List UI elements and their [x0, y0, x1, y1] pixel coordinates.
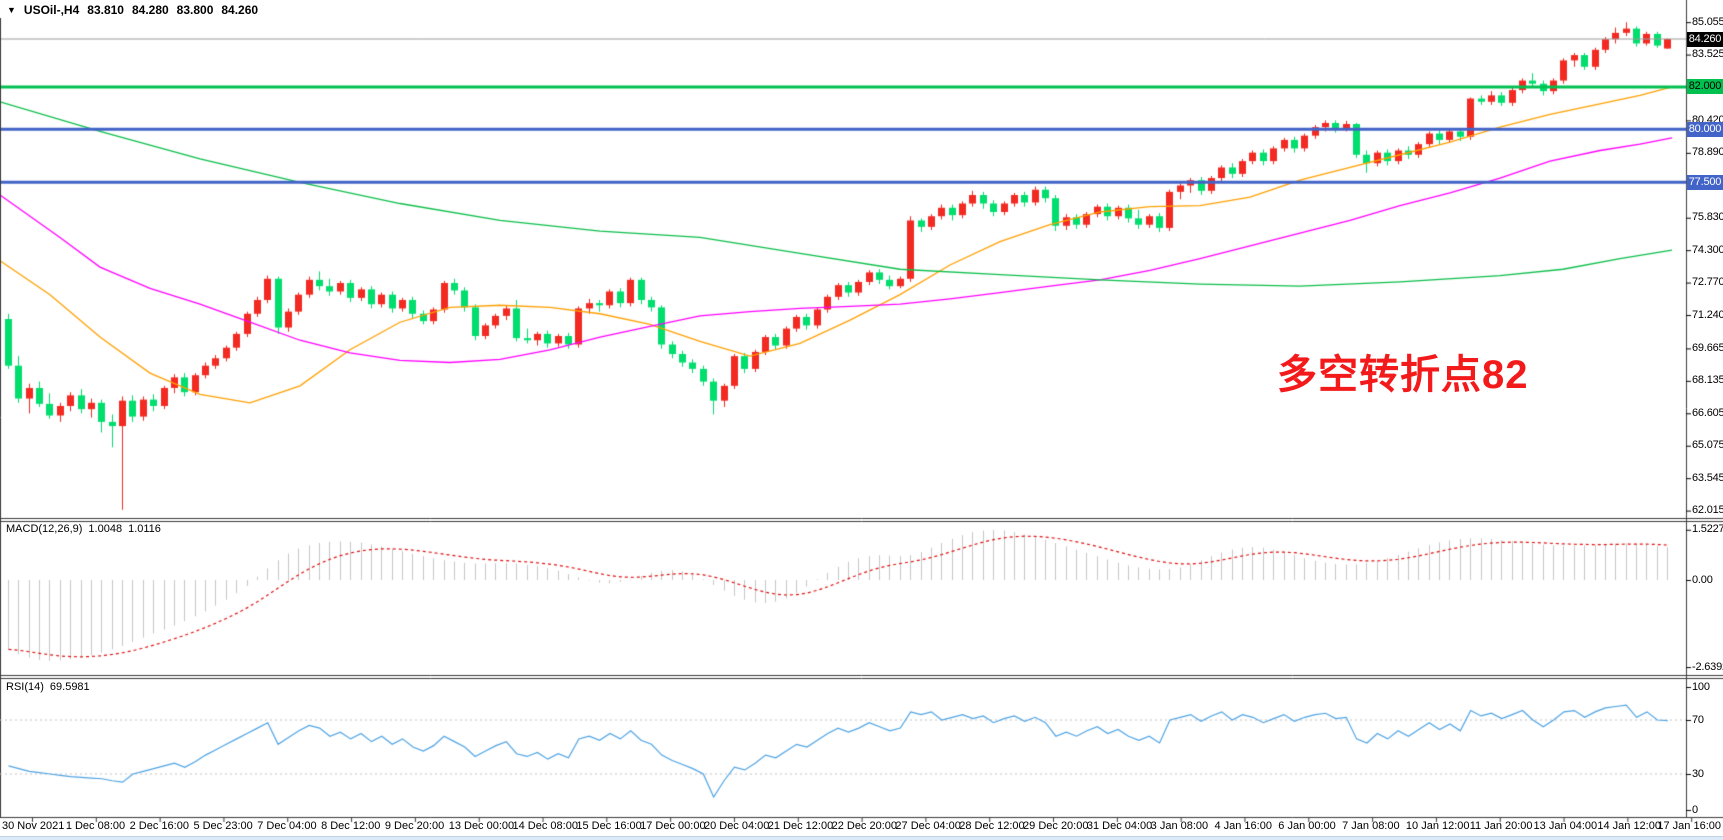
macd-axis-label: -2.6392 — [1692, 660, 1723, 673]
time-axis-label: 10 Jan 12:00 — [1405, 820, 1470, 832]
bull-bear-turning-point-annotation: 多空转折点82 — [1277, 353, 1529, 397]
price-axis-label-green: 82.000 — [1687, 79, 1723, 95]
price-axis-label: 72.770 — [1692, 276, 1723, 289]
time-axis-label: 27 Dec 04:00 — [895, 820, 961, 832]
window-bottom-strip — [0, 836, 1723, 840]
price-axis-label: 83.525 — [1692, 48, 1723, 61]
time-axis-label: 5 Dec 23:00 — [193, 820, 253, 832]
price-axis-label: 69.665 — [1692, 341, 1723, 354]
time-axis-label: 29 Dec 20:00 — [1023, 820, 1089, 832]
time-axis-label: 30 Nov 2021 — [2, 820, 65, 832]
time-axis-label: 11 Jan 20:00 — [1469, 820, 1533, 832]
time-axis-label: 7 Jan 08:00 — [1342, 820, 1400, 832]
price-axis-label: 75.830 — [1692, 211, 1723, 224]
symbol-dropdown-icon[interactable]: ▼ — [7, 5, 16, 15]
rsi-panel-label: RSI(14) 69.5981 — [6, 681, 90, 693]
time-axis-label: 14 Dec 08:00 — [512, 820, 578, 832]
rsi-value: 69.5981 — [49, 681, 90, 693]
price-axis-label: 74.300 — [1692, 243, 1723, 256]
price-axis-label: 62.015 — [1692, 504, 1723, 517]
time-axis-label: 14 Jan 12:00 — [1597, 820, 1661, 832]
time-axis-label: 20 Dec 04:00 — [703, 820, 770, 832]
price-axis-label: 78.890 — [1692, 146, 1723, 159]
macd-signal-value: 1.0116 — [128, 523, 161, 535]
rsi-axis-label: 100 — [1692, 680, 1710, 693]
ohlc-open: 83.810 — [87, 3, 124, 17]
ohlc-low: 83.800 — [176, 3, 214, 17]
rsi-axis-label: 0 — [1692, 803, 1698, 816]
time-axis-label: 22 Dec 20:00 — [831, 820, 898, 832]
time-axis-label: 7 Dec 04:00 — [257, 820, 317, 832]
macd-indicator-name: MACD(12,26,9) — [6, 523, 83, 535]
time-axis-label: 2 Dec 16:00 — [129, 820, 189, 832]
time-axis-label: 15 Dec 16:00 — [576, 820, 642, 832]
ohlc-high: 84.280 — [131, 3, 169, 17]
price-axis-label: 65.075 — [1692, 439, 1723, 452]
time-axis-label: 31 Dec 04:00 — [1086, 820, 1153, 832]
chart-header: ▼ USOil-,H4 83.810 84.280 83.800 84.260 — [7, 3, 258, 17]
price-axis-label-current: 84.260 — [1687, 31, 1723, 47]
macd-panel-label: MACD(12,26,9) 1.0048 1.0116 — [6, 523, 161, 535]
ohlc-close: 84.260 — [221, 3, 259, 17]
macd-axis-label: 1.5227 — [1692, 523, 1723, 536]
time-axis-label: 21 Dec 12:00 — [767, 820, 834, 832]
time-axis-label: 4 Jan 16:00 — [1214, 820, 1272, 832]
time-axis-label: 13 Jan 04:00 — [1533, 820, 1598, 832]
time-axis-label: 13 Dec 00:00 — [448, 820, 515, 832]
price-axis-label: 66.605 — [1692, 406, 1723, 419]
time-axis-label: 6 Jan 00:00 — [1278, 820, 1336, 832]
price-axis-label: 85.055 — [1692, 15, 1723, 28]
price-axis-label: 63.545 — [1692, 471, 1723, 484]
macd-main-value: 1.0048 — [88, 523, 123, 535]
time-axis-label: 17 Jan 16:00 — [1657, 820, 1721, 832]
rsi-indicator-name: RSI(14) — [6, 681, 44, 693]
time-axis-label: 1 Dec 08:00 — [65, 820, 126, 832]
time-axis-label: 28 Dec 12:00 — [959, 820, 1025, 832]
time-axis-label: 3 Jan 08:00 — [1150, 820, 1209, 832]
symbol-timeframe: USOil-,H4 — [23, 3, 80, 17]
rsi-axis-label: 30 — [1692, 767, 1704, 780]
price-axis-label: 68.135 — [1692, 374, 1723, 387]
price-axis-label-blue: 77.500 — [1687, 174, 1723, 190]
time-axis-label: 17 Dec 00:00 — [640, 820, 706, 832]
price-axis-label: 71.240 — [1692, 308, 1723, 321]
price-axis-label-blue: 80.000 — [1687, 121, 1723, 137]
rsi-axis-label: 70 — [1692, 713, 1704, 726]
time-axis-label: 8 Dec 12:00 — [321, 820, 381, 832]
macd-axis-label: 0.00 — [1692, 573, 1713, 586]
time-axis-label: 9 Dec 20:00 — [384, 820, 445, 832]
